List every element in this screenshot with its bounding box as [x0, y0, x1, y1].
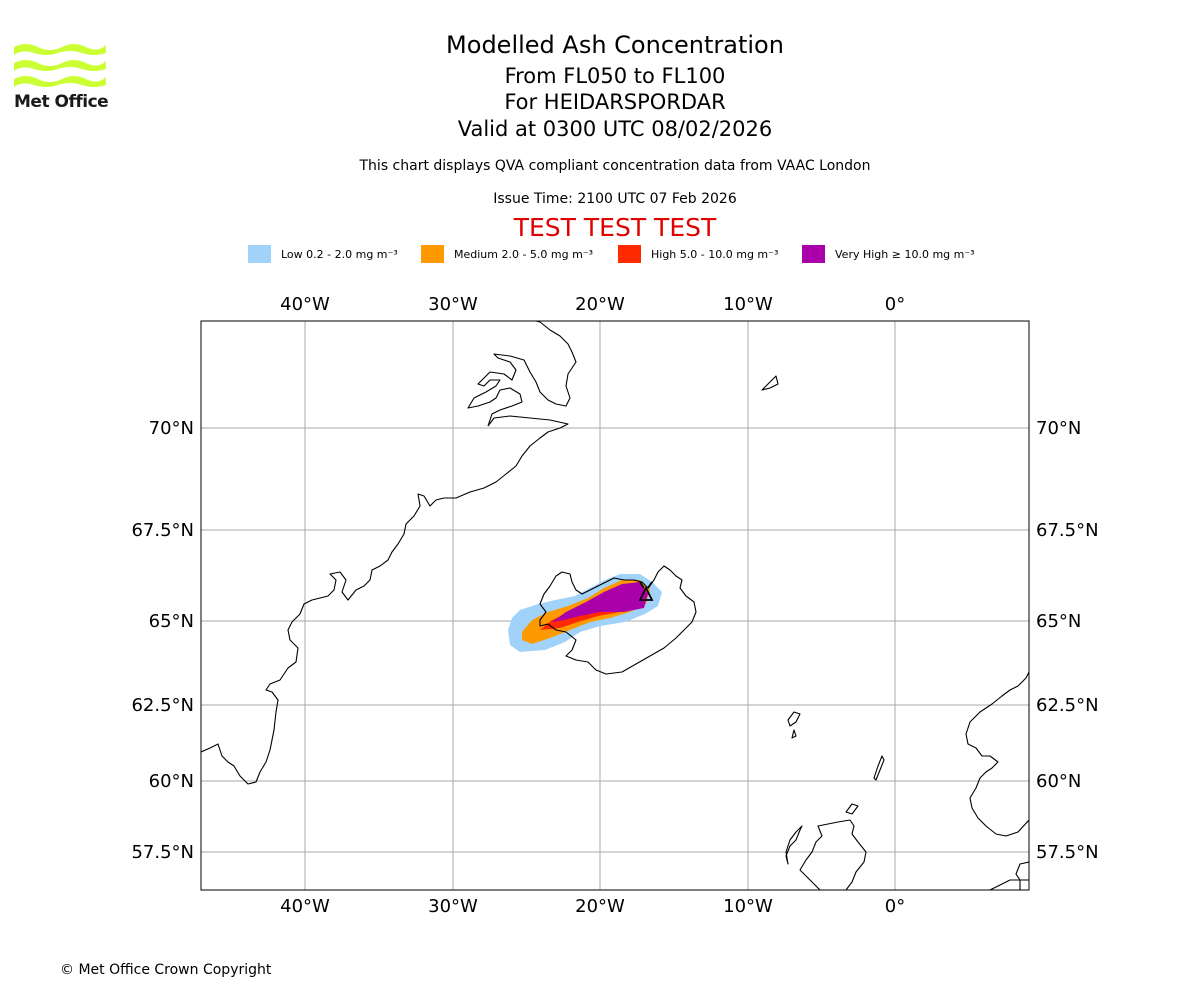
volcano-marker-icon [638, 581, 654, 601]
test-banner: TEST TEST TEST [513, 213, 717, 242]
lat-label-right-70n: 70°N [1036, 418, 1081, 439]
lon-label-bottom-20w: 20°W [575, 896, 625, 917]
coastline-scotland [799, 819, 1021, 890]
legend-label-very-high: Very High ≥ 10.0 mg m⁻³ [835, 247, 975, 261]
valid-time: Valid at 0300 UTC 08/02/2026 [457, 117, 773, 141]
legend-item-very-high: Very High ≥ 10.0 mg m⁻³ [802, 244, 975, 264]
volcano-name: For HEIDARSPORDAR [504, 90, 726, 114]
coastline-norway-south [1015, 861, 1029, 881]
lat-label-left-57-5n: 57.5°N [131, 842, 194, 863]
lon-label-top-40w: 40°W [280, 294, 330, 315]
lat-label-right-60n: 60°N [1036, 771, 1081, 792]
legend-swatch-low [248, 245, 271, 263]
chart-title: Modelled Ash Concentration [446, 31, 784, 59]
lat-label-right-62-5n: 62.5°N [1036, 695, 1099, 716]
lat-label-left-67-5n: 67.5°N [131, 520, 194, 541]
coastline-hebrides [785, 825, 803, 865]
issue-time: Issue Time: 2100 UTC 07 Feb 2026 [493, 191, 737, 207]
chart-description: This chart displays QVA compliant concen… [359, 158, 871, 174]
map-frame [200, 320, 1030, 891]
lat-label-right-65n: 65°N [1036, 611, 1081, 632]
lon-label-top-20w: 20°W [575, 294, 625, 315]
lon-label-top-30w: 30°W [428, 294, 478, 315]
coastline-iceland [539, 565, 697, 675]
lat-label-left-70n: 70°N [149, 418, 194, 439]
legend-swatch-medium [421, 245, 444, 263]
lat-label-left-62-5n: 62.5°N [131, 695, 194, 716]
logo-text: Met Office [14, 92, 109, 112]
coastline-orkney [845, 803, 859, 815]
lon-label-bottom-30w: 30°W [428, 896, 478, 917]
lon-label-top-0: 0° [885, 294, 905, 315]
legend-item-medium: Medium 2.0 - 5.0 mg m⁻³ [421, 244, 593, 264]
coastline-faroe-islands [787, 711, 801, 739]
legend-label-high: High 5.0 - 10.0 mg m⁻³ [651, 247, 779, 261]
lat-label-right-57-5n: 57.5°N [1036, 842, 1099, 863]
coastline-norway [965, 671, 1029, 837]
coastline-greenland-north [467, 321, 577, 427]
flight-levels: From FL050 to FL100 [504, 64, 726, 88]
legend-swatch-very-high [802, 245, 825, 263]
lat-label-right-67-5n: 67.5°N [1036, 520, 1099, 541]
ash-area-very-high [552, 582, 648, 622]
coastline-greenland [201, 415, 569, 785]
lon-label-bottom-40w: 40°W [280, 896, 330, 917]
met-office-logo [14, 44, 106, 87]
copyright-notice: © Met Office Crown Copyright [60, 962, 272, 978]
legend-label-low: Low 0.2 - 2.0 mg m⁻³ [281, 247, 398, 261]
coastline-jan-mayen [761, 375, 779, 391]
legend-item-high: High 5.0 - 10.0 mg m⁻³ [618, 244, 778, 264]
lon-label-top-10w: 10°W [723, 294, 773, 315]
legend-label-medium: Medium 2.0 - 5.0 mg m⁻³ [454, 247, 594, 261]
lat-label-left-65n: 65°N [149, 611, 194, 632]
legend-swatch-high [618, 245, 641, 263]
coastline-shetland [873, 755, 885, 781]
lat-label-left-60n: 60°N [149, 771, 194, 792]
lon-label-bottom-0: 0° [885, 896, 905, 917]
legend-item-low: Low 0.2 - 2.0 mg m⁻³ [248, 244, 398, 264]
lon-label-bottom-10w: 10°W [723, 896, 773, 917]
coastlines [201, 321, 1029, 890]
